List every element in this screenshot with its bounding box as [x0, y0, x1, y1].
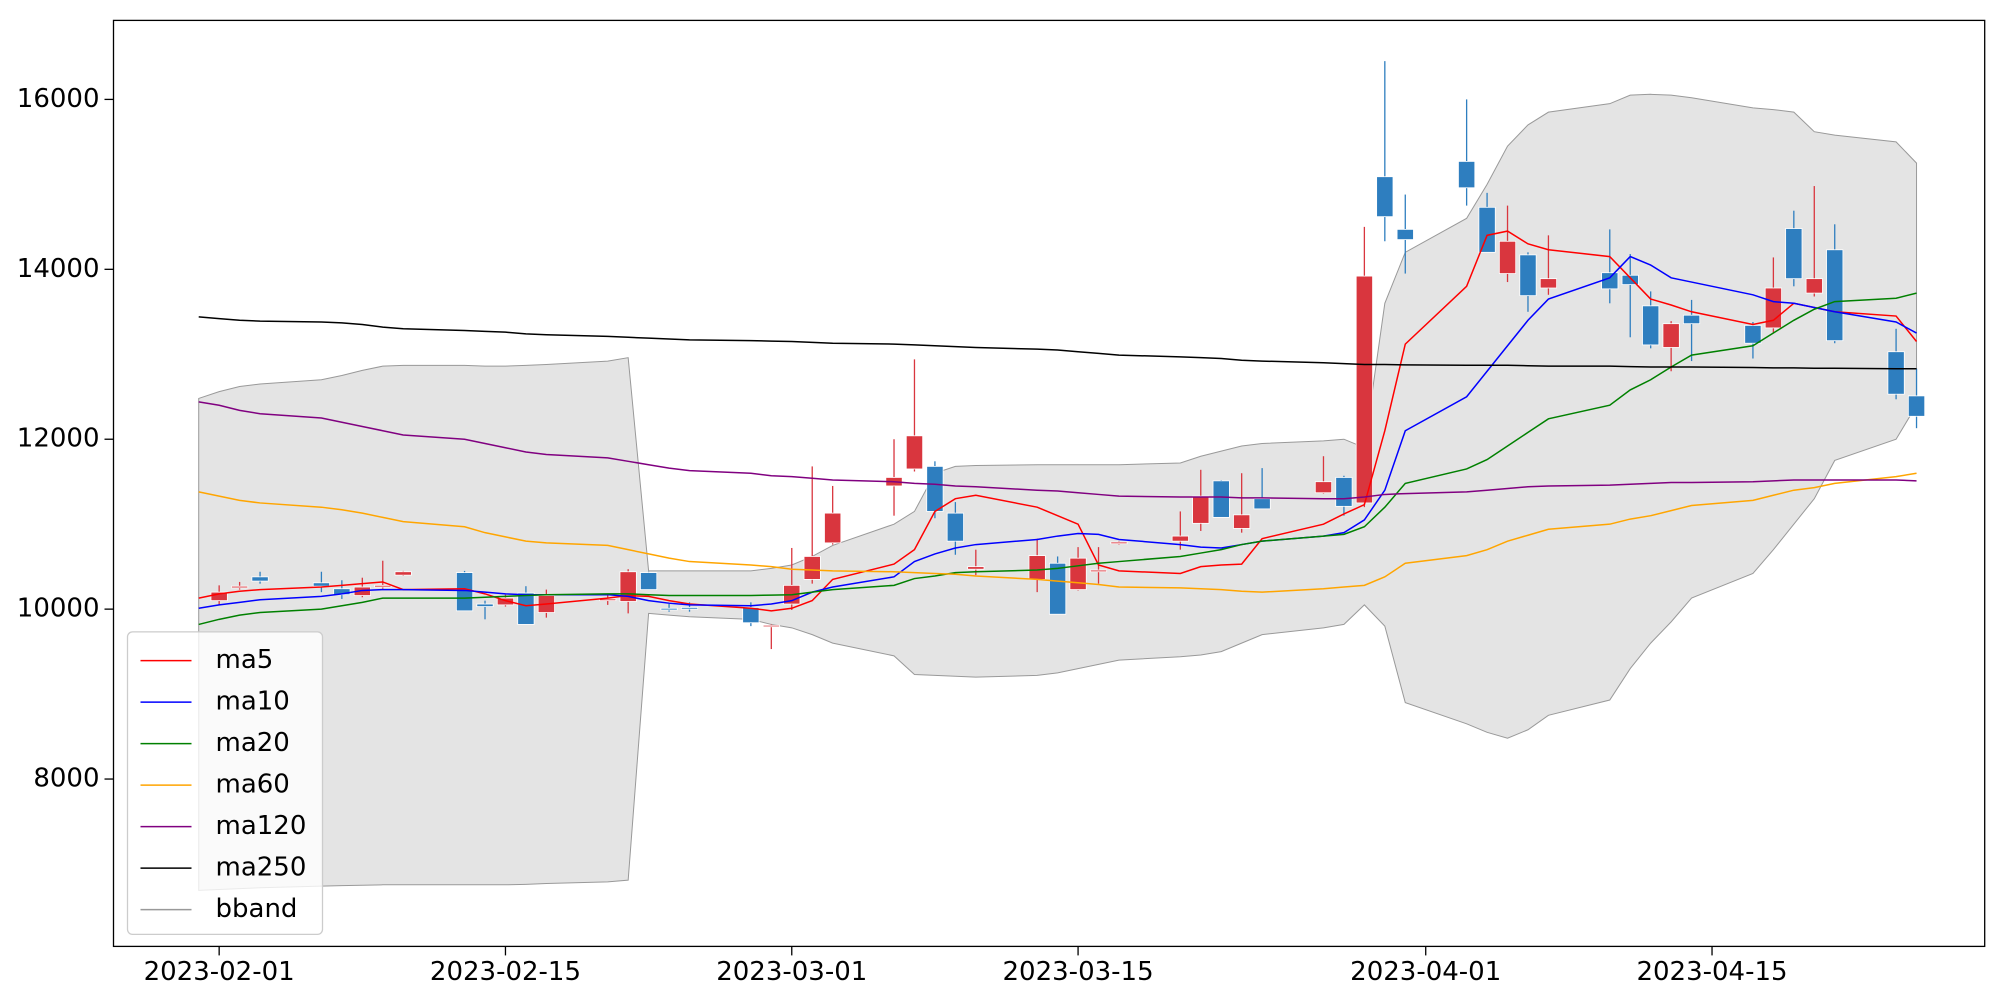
candle-body: [1458, 161, 1476, 189]
candle-body: [946, 512, 964, 542]
candle-body: [1539, 278, 1558, 289]
y-tick-label: 8000: [33, 764, 99, 794]
candle-body: [517, 592, 535, 625]
candle-body: [1314, 481, 1333, 494]
candle-body: [1212, 480, 1230, 518]
y-tick-label: 16000: [17, 84, 100, 114]
candle-body: [1396, 228, 1414, 240]
candle-body: [1887, 351, 1905, 395]
legend-label: ma20: [216, 728, 290, 758]
candle-body: [967, 566, 985, 570]
y-tick-label: 12000: [17, 424, 100, 454]
x-tick-label: 2023-02-01: [144, 957, 295, 987]
candle-body: [1233, 514, 1251, 529]
candle-body: [660, 607, 678, 611]
candle-body: [762, 624, 780, 628]
candle-body: [374, 584, 392, 588]
y-tick-label: 14000: [17, 254, 100, 284]
candle-body: [1171, 535, 1189, 542]
candle-body: [1028, 555, 1046, 580]
ma-line: [198, 230, 1918, 612]
candle-body: [599, 598, 617, 602]
candle-body: [312, 582, 330, 587]
candle-body: [1907, 395, 1926, 417]
legend-label: ma5: [216, 645, 274, 675]
candle-body: [1110, 541, 1128, 545]
candle-body: [210, 591, 228, 602]
candle-body: [824, 512, 842, 544]
candle-body: [1498, 240, 1517, 274]
candle-body: [231, 585, 249, 589]
candle-body: [476, 603, 494, 607]
legend-label: ma250: [216, 853, 307, 883]
candle-body: [1069, 557, 1087, 590]
x-tick-label: 2023-04-01: [1350, 957, 1501, 987]
legend-label: ma10: [216, 687, 290, 717]
candle-body: [1785, 228, 1803, 280]
candle-body: [1826, 249, 1844, 342]
candle-body: [905, 435, 924, 470]
candle-body: [640, 572, 658, 590]
candle-body: [1376, 176, 1394, 218]
legend-label: bband: [216, 894, 298, 924]
candle-body: [455, 572, 474, 612]
legend-frame: [126, 631, 324, 936]
candle-body: [1355, 275, 1373, 504]
candle-body: [394, 571, 412, 576]
candle-body: [1049, 562, 1067, 615]
x-tick-label: 2023-04-15: [1636, 957, 1787, 987]
candle-body: [1744, 324, 1762, 344]
ma-line: [198, 292, 1917, 626]
candle-body: [251, 576, 269, 582]
y-tick-label: 10000: [17, 594, 100, 624]
legend-label: ma60: [216, 770, 290, 800]
candle-body: [1253, 498, 1271, 510]
ma-line: [198, 472, 1917, 593]
candle-body: [680, 607, 699, 610]
ma-line: [198, 401, 1917, 500]
candle-body: [926, 466, 944, 512]
candle-body: [1642, 305, 1660, 346]
plot-frame: [112, 19, 1986, 948]
legend: ma5 ma10 ma20 ma60 ma120 ma250 bband: [126, 631, 324, 936]
candle-body: [1335, 477, 1353, 507]
candle-body: [803, 556, 821, 580]
candle-body: [1662, 323, 1680, 348]
candle-body: [1478, 206, 1496, 253]
candle-body: [1764, 287, 1782, 329]
candle-body: [1192, 495, 1210, 524]
candle-body: [1682, 314, 1701, 325]
legend-label: ma120: [216, 811, 307, 841]
candle-body: [742, 607, 760, 624]
candle-body: [1621, 274, 1639, 286]
candle-body: [1601, 272, 1619, 290]
ma-line: [198, 255, 1917, 610]
candle-body: [496, 597, 515, 606]
candle-body: [1089, 569, 1108, 573]
x-tick-label: 2023-03-01: [716, 957, 867, 987]
candle-body: [333, 588, 351, 596]
candle-body: [1805, 278, 1823, 294]
ma-line: [198, 316, 1917, 370]
x-tick-label: 2023-02-15: [430, 957, 581, 987]
x-tick-label: 2023-03-15: [1003, 957, 1154, 987]
candle-body: [1519, 254, 1537, 297]
